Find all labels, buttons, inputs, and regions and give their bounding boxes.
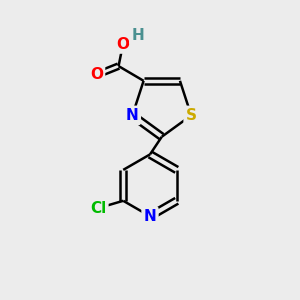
Text: H: H [131,28,144,43]
Text: O: O [90,68,103,82]
Text: Cl: Cl [90,201,106,216]
Text: N: N [126,108,139,123]
Text: O: O [116,37,130,52]
Text: N: N [144,209,156,224]
Text: S: S [186,108,197,123]
